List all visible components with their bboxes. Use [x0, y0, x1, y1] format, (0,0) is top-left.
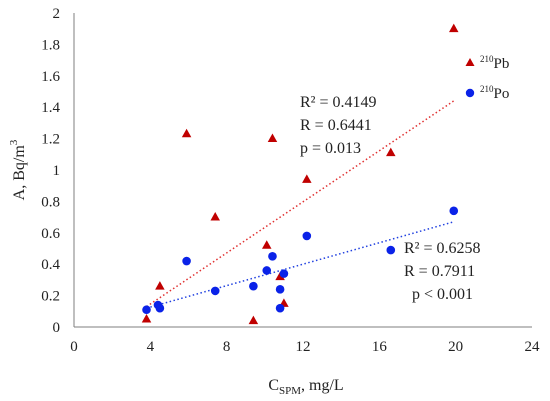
- x-tick-label: 24: [525, 339, 541, 355]
- pb-data-point: [210, 212, 220, 221]
- x-tick-label: 8: [223, 339, 231, 355]
- y-tick-label: 0.4: [41, 257, 60, 273]
- pb-trendline: [146, 100, 455, 308]
- pb-r-label: R = 0.6441: [300, 117, 372, 134]
- pb-data-point: [261, 240, 272, 249]
- po-data-point: [142, 305, 151, 315]
- y-tick-label: 0.2: [41, 289, 60, 305]
- legend-pb-label: 210Pb: [480, 54, 509, 72]
- pb-data-point: [248, 315, 259, 325]
- po-data-point: [182, 256, 191, 266]
- pb-data-point: [275, 271, 285, 281]
- pb-p-label: p = 0.013: [300, 140, 361, 157]
- tick-labels: 0 4 8 12 16 20 24 0 0.2 0.4 0.6 0.8 1 1.2 1.4 1.6 1.8 2: [41, 6, 540, 355]
- pb-data-point: [267, 133, 278, 142]
- y-tick-label: 1: [53, 163, 61, 179]
- y-tick-label: 1.2: [41, 132, 60, 148]
- pb-data-point: [181, 128, 192, 138]
- y-tick-label: 0.8: [41, 194, 60, 210]
- y-axis-title: A, Bq/m3: [8, 139, 28, 200]
- po-data-point: [268, 252, 277, 261]
- x-tick-label: 0: [70, 339, 78, 355]
- legend-item-po: 210Po: [465, 84, 509, 102]
- po-trendline: [146, 221, 454, 309]
- x-tick-label: 12: [296, 339, 311, 355]
- trendline-layer: [146, 100, 455, 309]
- po-data-point: [249, 281, 258, 291]
- po-stats-annotation: R² = 0.6258 R = 0.7911 p < 0.001: [404, 240, 481, 303]
- po-p-label: p < 0.001: [412, 286, 473, 303]
- data-points: [141, 23, 459, 325]
- po-data-point: [155, 303, 165, 313]
- x-tick-label: 4: [147, 339, 155, 355]
- po-data-point: [210, 286, 220, 296]
- pb-data-point: [386, 147, 396, 157]
- po-data-point: [275, 303, 285, 313]
- legend: 210Pb 210Po: [465, 54, 509, 102]
- po-data-point: [386, 245, 396, 255]
- po-data-point: [279, 269, 289, 278]
- y-tick-label: 2: [53, 6, 61, 22]
- pb-data-point: [449, 23, 459, 33]
- x-tick-label: 20: [448, 339, 463, 355]
- pb-data-point: [155, 281, 165, 290]
- po-data-point: [302, 231, 312, 241]
- legend-po-marker: [465, 88, 475, 98]
- po-data-point: [275, 285, 285, 294]
- legend-item-pb: 210Pb: [465, 54, 509, 72]
- pb-r2-label: R² = 0.4149: [300, 94, 377, 111]
- y-tick-label: 0: [53, 320, 61, 336]
- axes: [73, 13, 532, 328]
- po-data-point: [262, 266, 272, 275]
- pb-data-point: [141, 314, 152, 323]
- po-r-label: R = 0.7911: [404, 263, 475, 280]
- x-tick-label: 16: [372, 339, 388, 355]
- y-tick-label: 0.6: [41, 226, 60, 242]
- y-tick-label: 1.6: [41, 69, 60, 85]
- x-axis-title: CSPM, mg/L: [268, 377, 343, 397]
- y-tick-label: 1.8: [41, 37, 60, 53]
- legend-po-label: 210Po: [480, 84, 509, 102]
- pb-data-point: [302, 174, 312, 183]
- po-data-point: [449, 206, 459, 216]
- y-tick-label: 1.4: [41, 100, 60, 116]
- legend-pb-marker: [465, 58, 475, 66]
- po-r2-label: R² = 0.6258: [404, 240, 481, 257]
- pb-stats-annotation: R² = 0.4149 R = 0.6441 p = 0.013: [300, 94, 377, 157]
